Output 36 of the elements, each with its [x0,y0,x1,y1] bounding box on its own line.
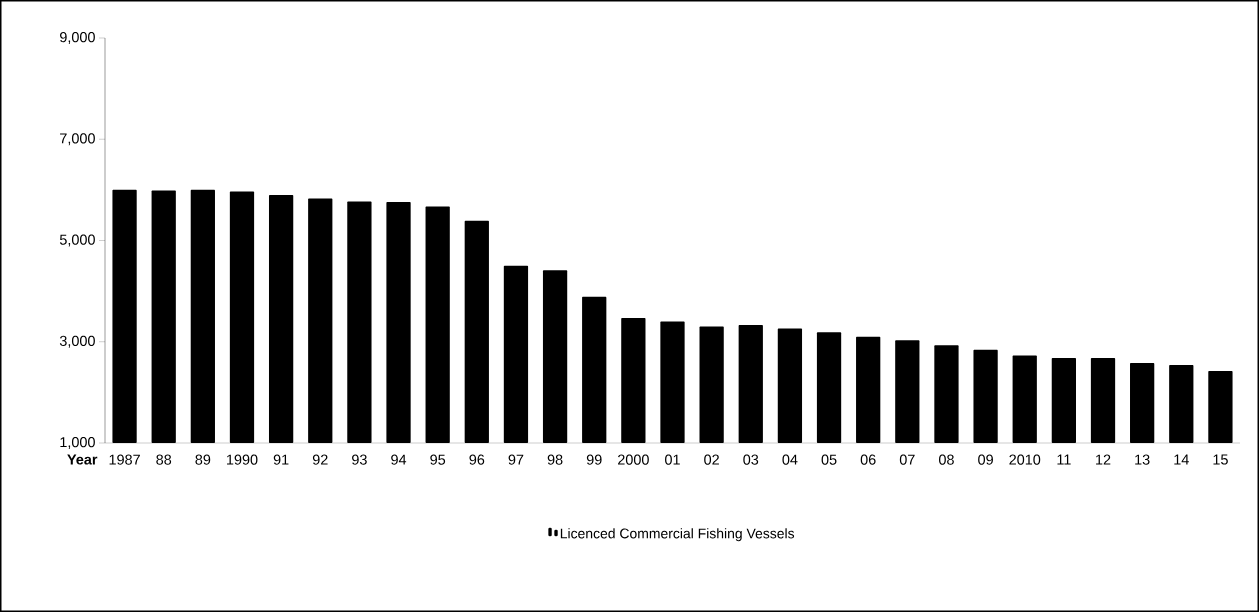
x-tick-label: 03 [743,454,759,465]
x-tick-label: 98 [547,454,563,465]
x-tick-label: 95 [430,454,446,465]
y-tick-label: 3,000 [59,335,95,348]
y-tick-label: 1,000 [60,437,95,449]
x-tick-label: 12 [1096,454,1111,465]
y-tick-label: 5,000 [59,234,95,247]
x-tick-label: 1990 [227,454,258,465]
x-tick-label: 97 [508,454,524,465]
x-tick-label: 2010 [1009,454,1041,465]
x-tick-label: 02 [704,454,719,465]
x-tick-label: 04 [782,454,798,465]
x-tick-label: 2000 [618,454,649,465]
x-tick-label: 88 [156,454,172,465]
x-tick-label: 92 [312,454,328,465]
x-tick-label: 06 [860,454,876,465]
x-tick-label: 05 [821,454,837,465]
x-tick-label: 01 [665,454,680,465]
x-tick-label: 07 [899,454,915,465]
x-tick-label: 1987 [109,454,140,465]
x-tick-label: 93 [352,454,367,465]
x-tick-label: 91 [273,454,289,465]
x-tick-label: 13 [1135,454,1150,465]
x-tick-label: 99 [586,454,602,465]
y-tick-label: 7,000 [60,133,95,146]
x-tick-label: 15 [1213,454,1228,465]
x-tick-label: 09 [978,454,993,465]
x-tick-label: 14 [1174,454,1189,465]
x-tick-label: 11 [1057,454,1071,465]
x-tick-label: 89 [195,454,211,465]
legend-label: Licenced Commercial Fishing Vessels [560,528,795,542]
y-tick-label: 9,000 [60,32,95,44]
x-tick-label: 08 [938,454,954,465]
x-axis-title: Year [67,454,98,465]
x-tick-label: 96 [469,454,485,465]
x-tick-label: 94 [391,454,407,465]
